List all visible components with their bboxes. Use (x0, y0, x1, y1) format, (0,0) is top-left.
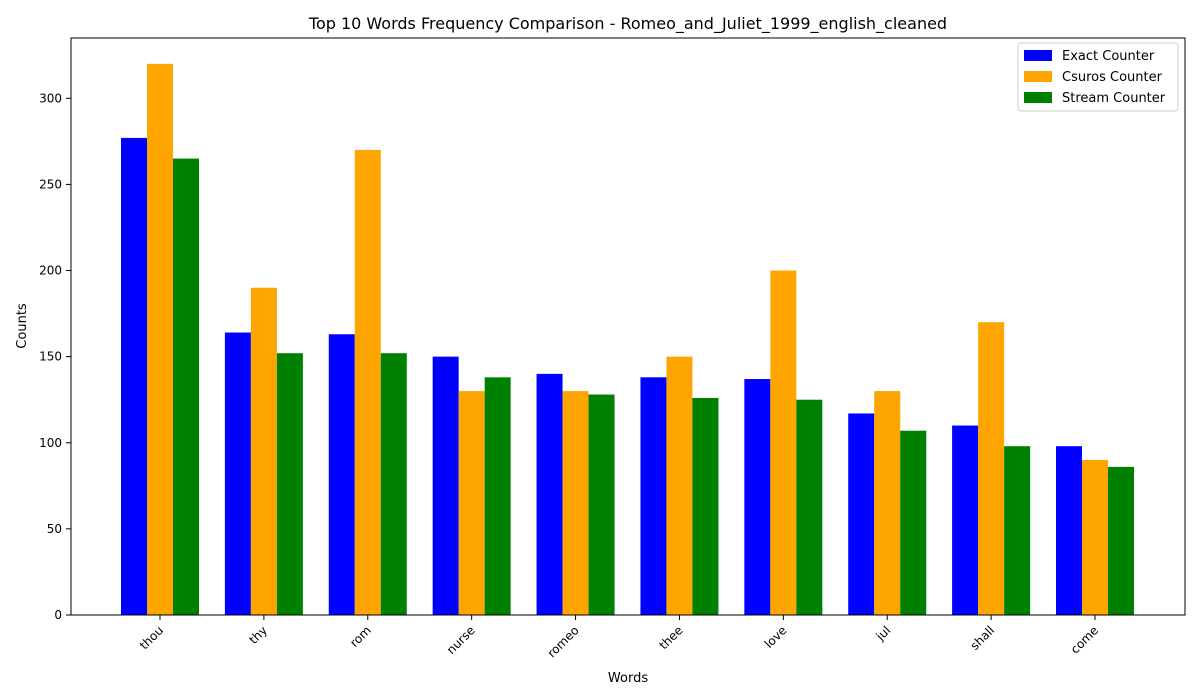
legend-label: Exact Counter (1062, 49, 1155, 64)
bar-exact-counter-rom (328, 334, 355, 615)
x-tick-label-jul: jul (873, 623, 894, 644)
bar-stream-counter-thee (692, 397, 719, 615)
bar-csuros-counter-romeo (562, 391, 589, 615)
bar-stream-counter-thy (276, 353, 303, 615)
x-tick-label-romeo: romeo (545, 623, 582, 660)
bar-stream-counter-come (1108, 466, 1134, 615)
bar-exact-counter-thee (640, 377, 667, 615)
x-axis-label: Words (608, 671, 648, 686)
bar-exact-counter-nurse (432, 356, 459, 615)
x-tick-label-shall: shall (968, 623, 998, 653)
bar-exact-counter-thy (224, 332, 251, 615)
bar-csuros-counter-come (1082, 459, 1108, 615)
chart-title: Top 10 Words Frequency Comparison - Rome… (308, 14, 947, 34)
y-tick-label: 150 (39, 350, 62, 364)
legend-swatch-exact-counter (1024, 50, 1052, 61)
x-tick-label-thy: thy (246, 623, 270, 647)
x-tick-label-come: come (1068, 623, 1101, 656)
bar-exact-counter-love (744, 379, 771, 615)
bar-csuros-counter-shall (978, 322, 1005, 615)
legend-box (1017, 42, 1179, 112)
x-tick-label-love: love (762, 623, 790, 651)
bar-csuros-counter-jul (874, 391, 901, 615)
bar-csuros-counter-nurse (458, 391, 485, 615)
bar-exact-counter-romeo (536, 373, 563, 615)
bar-stream-counter-rom (380, 353, 407, 615)
bar-stream-counter-nurse (484, 377, 511, 615)
y-tick-label: 250 (39, 177, 62, 191)
bar-stream-counter-love (796, 399, 823, 615)
bar-stream-counter-romeo (588, 394, 615, 615)
legend-label: Csuros Counter (1062, 70, 1163, 85)
bar-exact-counter-thou (121, 137, 147, 616)
legend-swatch-stream-counter (1024, 92, 1052, 103)
legend: Exact Counter Csuros Counter Stream Counte… (1017, 42, 1179, 112)
y-tick-label: 300 (39, 91, 62, 105)
legend-swatch-csuros-counter (1024, 71, 1052, 82)
y-tick-label: 50 (47, 522, 62, 536)
legend-label: Stream Counter (1062, 91, 1166, 106)
y-axis: 0 50 100 150 200 250 300 (39, 91, 71, 622)
y-tick-label: 0 (54, 608, 62, 622)
bar-stream-counter-jul (900, 430, 927, 615)
bar-exact-counter-jul (848, 413, 875, 615)
bar-csuros-counter-love (770, 270, 797, 615)
bar-exact-counter-come (1056, 446, 1082, 615)
x-tick-label-rom: rom (347, 623, 374, 650)
x-tick-label-nurse: nurse (444, 623, 478, 657)
bar-stream-counter-shall (1004, 446, 1031, 615)
y-tick-label: 100 (39, 436, 62, 450)
x-axis: thou thy rom nurse romeo thee love jul shall come (137, 615, 1101, 660)
bar-csuros-counter-thee (666, 356, 693, 615)
bar-csuros-counter-rom (354, 149, 381, 615)
bar-exact-counter-shall (952, 425, 979, 615)
bar-csuros-counter-thou (147, 63, 173, 616)
plot-frame (70, 37, 1186, 616)
bars-group (121, 63, 1134, 616)
bar-csuros-counter-thy (250, 287, 277, 615)
y-tick-label: 200 (39, 264, 62, 278)
y-axis-label: Counts (15, 303, 30, 349)
bar-stream-counter-thou (173, 158, 199, 615)
x-tick-label-thee: thee (657, 623, 686, 652)
x-tick-label-thou: thou (137, 623, 166, 652)
